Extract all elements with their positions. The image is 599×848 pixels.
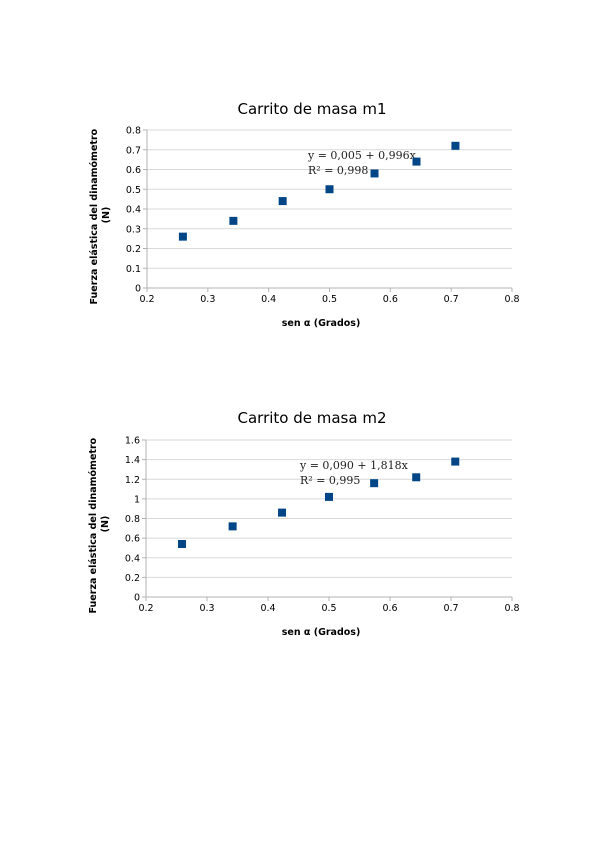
x-axis-label: sen α (Grados) xyxy=(282,627,361,638)
data-point xyxy=(451,457,460,466)
data-point xyxy=(228,522,237,531)
data-point xyxy=(451,141,460,150)
y-tick-label: 1 xyxy=(134,494,140,505)
x-tick-label: 0.6 xyxy=(383,294,398,305)
y-tick-label: 0.7 xyxy=(126,145,141,156)
data-point xyxy=(229,216,238,225)
trendline-equation: y = 0,090 + 1,818x xyxy=(299,459,409,472)
trendline-equation: y = 0,005 + 0,996x xyxy=(307,149,417,162)
y-axis-label: Fuerza elástica del dinamómetro (N) xyxy=(88,435,111,614)
y-tick-label: 0.5 xyxy=(126,185,141,196)
x-tick-label: 0.2 xyxy=(138,603,153,614)
data-point xyxy=(412,473,421,482)
data-point xyxy=(325,492,333,501)
x-tick-label: 0.5 xyxy=(322,294,337,305)
y-tick-label: 0 xyxy=(134,593,140,604)
scatter-chart-m1: Carrito de masa m1 0 0.1 0.2 0.3 0.4 0.5 0.6 0.… xyxy=(89,100,520,329)
y-axis-label-line2: (N) xyxy=(100,516,111,533)
data-point xyxy=(177,540,186,549)
x-tick-label: 0.3 xyxy=(199,603,214,614)
y-tick-label: 0 xyxy=(135,284,141,295)
data-point xyxy=(278,197,287,206)
chart-title: Carrito de masa m2 xyxy=(238,409,387,427)
x-tick-label: 0.7 xyxy=(443,603,458,614)
y-tick-label: 0.8 xyxy=(125,514,140,525)
y-tick-label: 0.3 xyxy=(126,224,141,235)
y-axis-label: Fuerza elástica del dinamómetro (N) xyxy=(89,126,112,305)
y-tick-label: 0.6 xyxy=(125,534,140,545)
y-axis-label-line1: Fuerza elástica del dinamómetro xyxy=(88,437,99,613)
r-squared-label: R² = 0,998 xyxy=(308,164,368,177)
y-tick-label: 0.6 xyxy=(126,165,141,176)
x-tick-label: 0.8 xyxy=(504,603,519,614)
y-tick-label: 0.1 xyxy=(126,264,141,275)
data-point xyxy=(370,479,379,488)
y-tick-label: 1.6 xyxy=(125,436,140,447)
y-tick-label: 0.8 xyxy=(126,126,141,137)
y-axis-label-line2: (N) xyxy=(101,207,112,224)
data-point xyxy=(325,185,334,194)
y-tick-label: 0.2 xyxy=(125,573,140,584)
chart-title: Carrito de masa m1 xyxy=(238,100,387,118)
data-point xyxy=(278,508,287,517)
data-point xyxy=(178,232,187,241)
x-tick-label: 0.5 xyxy=(321,603,336,614)
y-tick-label: 1.2 xyxy=(125,475,140,486)
y-axis-label-line1: Fuerza elástica del dinamómetro xyxy=(89,128,100,304)
x-tick-label: 0.7 xyxy=(444,294,459,305)
data-point xyxy=(412,157,421,166)
x-tick-label: 0.8 xyxy=(504,294,519,305)
y-tick-label: 0.4 xyxy=(126,205,141,216)
y-tick-label: 0.4 xyxy=(125,553,140,564)
x-tick-label: 0.4 xyxy=(260,603,275,614)
scatter-chart-m2: Carrito de masa m2 00.20.40.60.811.21.41… xyxy=(88,409,520,638)
y-tick-label: 1.4 xyxy=(125,455,140,466)
x-tick-label: 0.3 xyxy=(200,294,215,305)
x-tick-label: 0.4 xyxy=(261,294,276,305)
y-tick-label: 0.2 xyxy=(126,244,141,255)
data-point xyxy=(370,169,379,178)
x-tick-label: 0.2 xyxy=(139,294,154,305)
r-squared-label: R² = 0,995 xyxy=(300,474,360,487)
x-tick-label: 0.6 xyxy=(382,603,397,614)
x-axis-label: sen α (Grados) xyxy=(282,318,361,329)
